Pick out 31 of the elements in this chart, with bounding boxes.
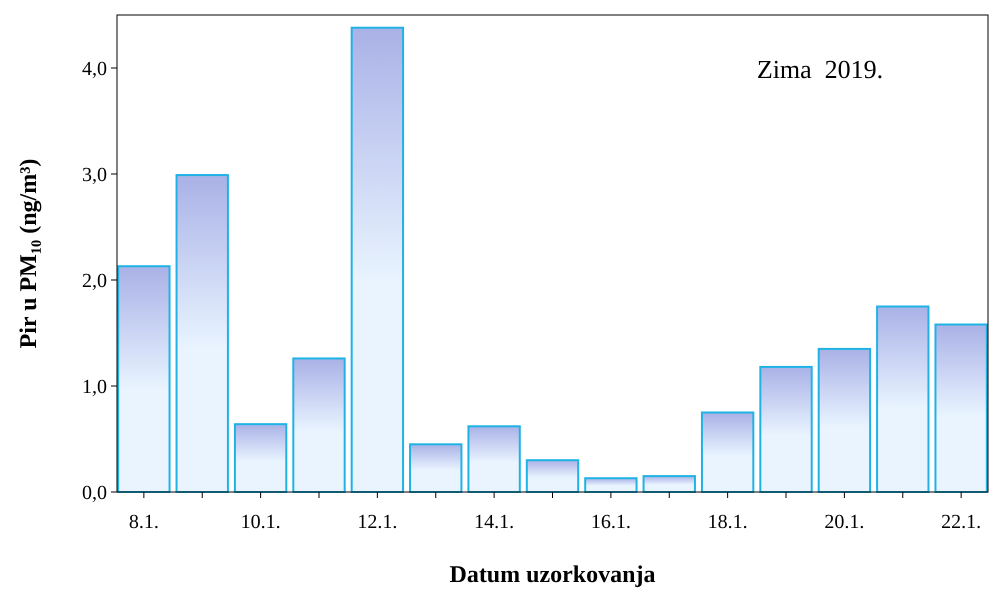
bar <box>642 475 696 493</box>
x-tick-label: 22.1. <box>941 511 982 533</box>
y-tick-label: 1,0 <box>82 376 107 398</box>
x-tick-label: 8.1. <box>128 511 159 533</box>
y-tick-label: 3,0 <box>82 164 107 186</box>
bar <box>759 366 813 493</box>
bar <box>234 423 288 493</box>
x-axis-title: Datum uzorkovanja <box>449 562 656 588</box>
annotation: Zima 2019. <box>756 55 884 84</box>
bar <box>409 443 462 493</box>
y-tick-label: 2,0 <box>82 270 107 292</box>
bar <box>467 425 521 493</box>
bar <box>292 357 346 493</box>
x-tick-label: 18.1. <box>708 511 748 533</box>
y-axis-title: Pir u PM₁₀ (ng/m³) <box>16 158 42 348</box>
bar <box>818 348 872 493</box>
bar <box>700 412 754 493</box>
x-tick-label: 20.1. <box>824 511 864 533</box>
x-tick-label: 12.1. <box>357 511 398 533</box>
bar <box>176 174 229 493</box>
x-tick-label: 10.1. <box>240 511 281 533</box>
bar <box>934 324 988 493</box>
bar <box>526 459 580 493</box>
y-tick-label: 4,0 <box>82 58 107 80</box>
bar <box>350 26 404 493</box>
bar <box>876 306 930 493</box>
y-tick-label: 0,0 <box>82 482 107 504</box>
bar <box>117 265 171 493</box>
bar <box>584 477 638 493</box>
x-tick-label: 14.1. <box>474 511 514 533</box>
x-tick-label: 16.1. <box>590 511 631 533</box>
